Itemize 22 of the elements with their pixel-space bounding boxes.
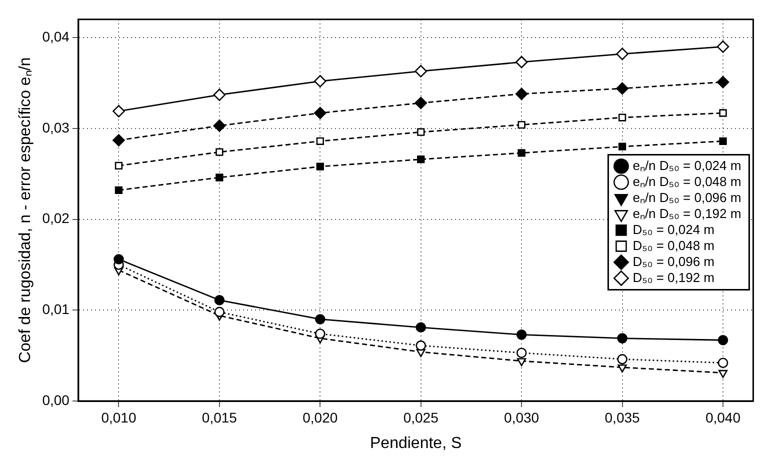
- legend-label: D₅₀ = 0,048 m: [632, 238, 715, 253]
- legend-label: eₙ/n D₅₀ = 0,192 m: [632, 206, 742, 221]
- y-tick-label: 0,03: [42, 119, 70, 136]
- legend-label: D₅₀ = 0,096 m: [632, 254, 715, 269]
- y-tick-label: 0,00: [42, 392, 70, 408]
- y-tick-label: 0,04: [42, 28, 70, 44]
- x-tick-label: 0,010: [101, 409, 136, 426]
- y-tick-label: 0,01: [42, 301, 70, 317]
- x-axis-title: Pendiente, S: [370, 434, 462, 452]
- legend-label: D₅₀ = 0,192 m: [632, 270, 715, 285]
- x-tick-label: 0,030: [504, 409, 540, 426]
- x-tick-label: 0,035: [604, 409, 640, 426]
- x-tick-label: 0,025: [403, 409, 439, 426]
- x-tick-label: 0,020: [302, 409, 338, 426]
- legend-label: eₙ/n D₅₀ = 0,024 m: [632, 158, 742, 173]
- x-tick-label: 0,040: [705, 409, 741, 426]
- legend-label: eₙ/n D₅₀ = 0,048 m: [632, 174, 742, 189]
- legend-label: D₅₀ = 0,024 m: [632, 222, 715, 237]
- y-tick-label: 0,02: [42, 210, 70, 226]
- x-tick-label: 0,015: [202, 409, 238, 426]
- y-axis-title: Coef de rugosidad, n - error específico eₙ/n: [17, 57, 34, 364]
- legend-label: eₙ/n D₅₀ = 0,096 m: [632, 190, 742, 205]
